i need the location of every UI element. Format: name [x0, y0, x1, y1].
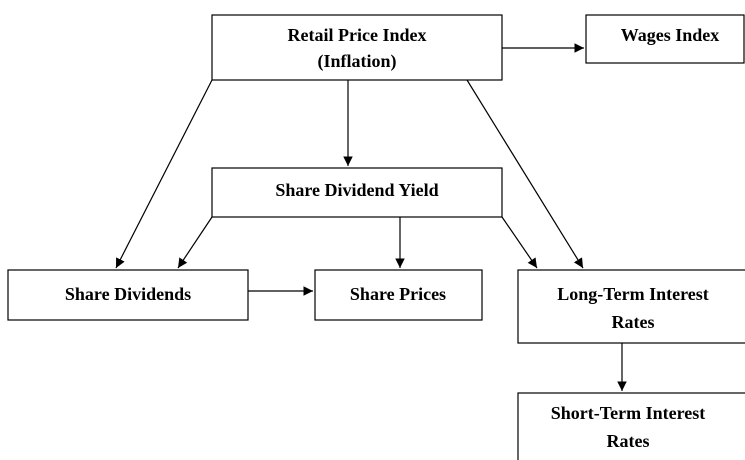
node-label: Long-Term Interest: [557, 284, 709, 304]
node-label: Wages Index: [621, 25, 720, 45]
node-box: [517, 392, 745, 460]
node-label: (Inflation): [317, 51, 396, 72]
node-label: Rates: [607, 431, 650, 451]
node: Long-Term Interest Rates: [517, 269, 745, 344]
node: Share Dividend Yield: [211, 167, 503, 218]
node-box: [7, 269, 249, 321]
node-label: Retail Price Index: [288, 25, 427, 45]
arrow: [115, 79, 213, 269]
node: Share Prices: [314, 269, 483, 321]
node: Share Dividends: [7, 269, 249, 321]
node-label: Share Prices: [350, 284, 446, 304]
node-box: [585, 14, 745, 64]
arrow: [177, 216, 213, 269]
arrow: [466, 79, 584, 269]
node-box: [314, 269, 483, 321]
node-box: [211, 167, 503, 218]
node-box: [517, 269, 745, 344]
node: Wages Index: [585, 14, 745, 64]
node-box: [211, 14, 503, 81]
node: Short-Term Interest Rates: [517, 392, 745, 460]
node: Retail Price Index (Inflation): [211, 14, 503, 81]
edges: [115, 43, 627, 391]
node-label: Short-Term Interest: [551, 403, 705, 423]
node-label: Share Dividends: [65, 284, 191, 304]
arrow: [501, 216, 538, 269]
node-label: Share Dividend Yield: [275, 180, 438, 200]
node-label: Rates: [612, 312, 655, 332]
